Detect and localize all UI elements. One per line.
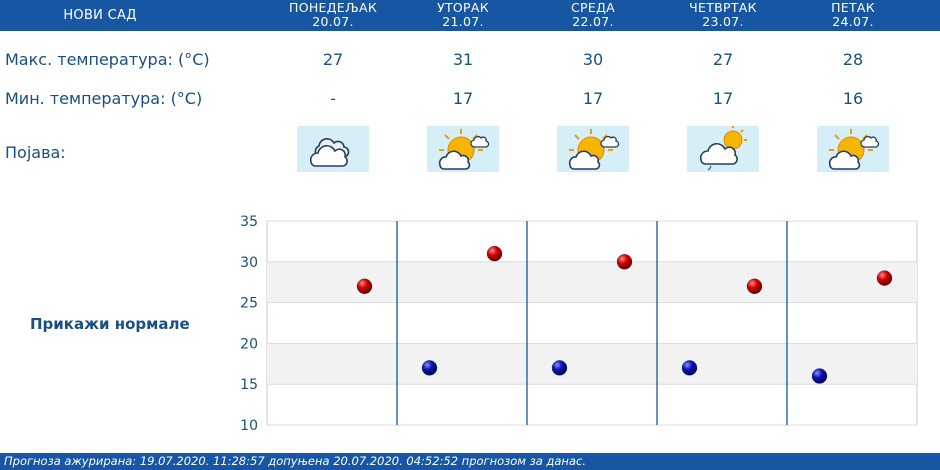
forecast-updated-note: Прогноза ажурирана: 19.07.2020. 11:28:57… (0, 453, 940, 470)
min-temp-value: 17 (712, 89, 734, 108)
min-temp-point (421, 360, 438, 376)
max-temp-value: 30 (582, 50, 604, 69)
min-temp-value: 17 (582, 89, 604, 108)
day-date: 22.07. (572, 14, 614, 29)
cloudy-icon (297, 126, 369, 172)
max-temp-point (746, 278, 763, 294)
day-name: ЧЕТВРТАК (689, 0, 757, 15)
day-name: ПЕТАК (831, 0, 875, 15)
day-header-friday: ПЕТАК 24.07. (793, 1, 913, 29)
grid-band (267, 343, 917, 385)
max-temp-value: 27 (322, 50, 344, 69)
min-temp-value: - (330, 89, 336, 108)
y-tick-label: 10 (240, 418, 258, 434)
phenomenon-label: Појава: (5, 143, 66, 162)
day-header-tuesday: УТОРАК 21.07. (403, 1, 523, 29)
max-temp-point (486, 245, 503, 262)
y-tick-label: 25 (240, 296, 258, 312)
day-header-thursday: ЧЕТВРТАК 23.07. (663, 1, 783, 29)
min-temp-point (681, 360, 698, 376)
day-date: 23.07. (702, 14, 744, 29)
max-temp-point (356, 278, 373, 294)
min-temp-point (811, 368, 828, 384)
min-temp-label: Мин. температура: (°C) (5, 89, 203, 108)
day-date: 21.07. (442, 14, 484, 29)
cloud-drizzle-sun-icon (687, 126, 759, 172)
day-date: 20.07. (312, 14, 354, 29)
min-temp-point (551, 360, 568, 376)
y-tick-label: 30 (240, 255, 258, 271)
plot-area (266, 220, 918, 426)
max-temp-point (876, 270, 893, 286)
y-tick-label: 15 (240, 377, 258, 393)
day-header-monday: ПОНЕДЕЉАК 20.07. (273, 1, 393, 29)
partly-sunny-icon (817, 126, 889, 172)
day-header-wednesday: СРЕДА 22.07. (533, 1, 653, 29)
min-temp-value: 17 (452, 89, 474, 108)
y-tick-label: 20 (240, 336, 258, 352)
day-date: 24.07. (832, 14, 874, 29)
city-name: НОВИ САД (63, 8, 137, 23)
forecast-header: НОВИ САД ПОНЕДЕЉАК 20.07. УТОРАК 21.07. … (0, 0, 940, 31)
temperature-chart: 10 15 20 25 30 35 (240, 214, 918, 434)
max-temp-label: Макс. температура: (°C) (5, 50, 210, 69)
y-tick-label: 35 (240, 214, 258, 230)
partly-sunny-icon (557, 126, 629, 172)
grid-band (267, 261, 917, 303)
day-name: СРЕДА (571, 0, 615, 15)
day-name: УТОРАК (437, 0, 489, 15)
max-temp-value: 31 (452, 50, 474, 69)
day-name: ПОНЕДЕЉАК (289, 0, 377, 15)
show-normals-link[interactable]: Прикажи нормале (30, 315, 190, 333)
min-temp-value: 16 (842, 89, 864, 108)
max-temp-value: 28 (842, 50, 864, 69)
max-temp-point (616, 254, 633, 270)
partly-sunny-icon (427, 126, 499, 172)
max-temp-value: 27 (712, 50, 734, 69)
